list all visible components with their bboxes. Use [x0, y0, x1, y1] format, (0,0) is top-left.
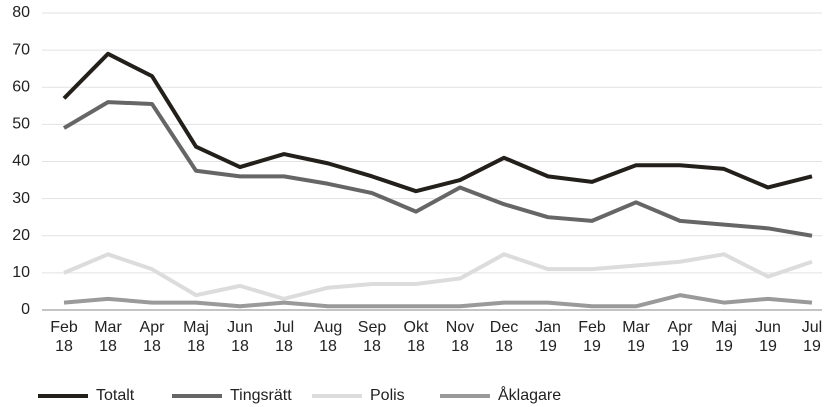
legend-label: Åklagare [498, 385, 561, 404]
series-line [62, 100, 813, 238]
y-tick-label: 40 [12, 153, 30, 170]
x-tick-label: Jun 18 [227, 319, 253, 355]
series-line [63, 293, 813, 309]
x-tick-label: Mar 18 [94, 319, 122, 355]
y-tick-label: 20 [12, 227, 30, 244]
y-tick-label: 0 [21, 301, 30, 318]
x-tick-label: Apr 18 [139, 319, 165, 355]
y-tick-label: 50 [12, 116, 30, 133]
x-tick-label: Maj 18 [183, 319, 209, 355]
y-tick-label: 30 [12, 190, 30, 207]
x-tick-label: Aug 18 [313, 319, 343, 355]
x-tick-label: Feb 19 [578, 319, 606, 355]
y-tick-label: 10 [12, 264, 30, 281]
x-tick-label: Apr 19 [667, 319, 693, 355]
legend-label: Tingsrätt [230, 387, 292, 404]
y-tick-label: 70 [12, 41, 30, 58]
x-tick-label: Feb 18 [50, 319, 78, 355]
x-tick-label: Mar 19 [622, 319, 650, 355]
y-tick-label: 60 [12, 78, 30, 95]
x-tick-label: Jan 19 [535, 319, 561, 355]
y-tick-label: 80 [12, 4, 30, 21]
x-tick-label: Maj 19 [711, 319, 737, 355]
series-line [62, 51, 813, 194]
x-tick-label: Jun 19 [755, 319, 781, 355]
x-tick-label: Okt 18 [403, 319, 429, 355]
legend-label: Totalt [96, 387, 135, 404]
legend-label: Polis [370, 387, 405, 404]
x-tick-label: Jul 19 [801, 319, 823, 355]
x-tick-label: Sep 18 [357, 319, 387, 355]
x-tick-label: Dec 18 [489, 319, 519, 355]
x-tick-label: Nov 18 [445, 319, 475, 355]
x-tick-label: Jul 18 [273, 319, 295, 355]
series-line [63, 252, 813, 301]
